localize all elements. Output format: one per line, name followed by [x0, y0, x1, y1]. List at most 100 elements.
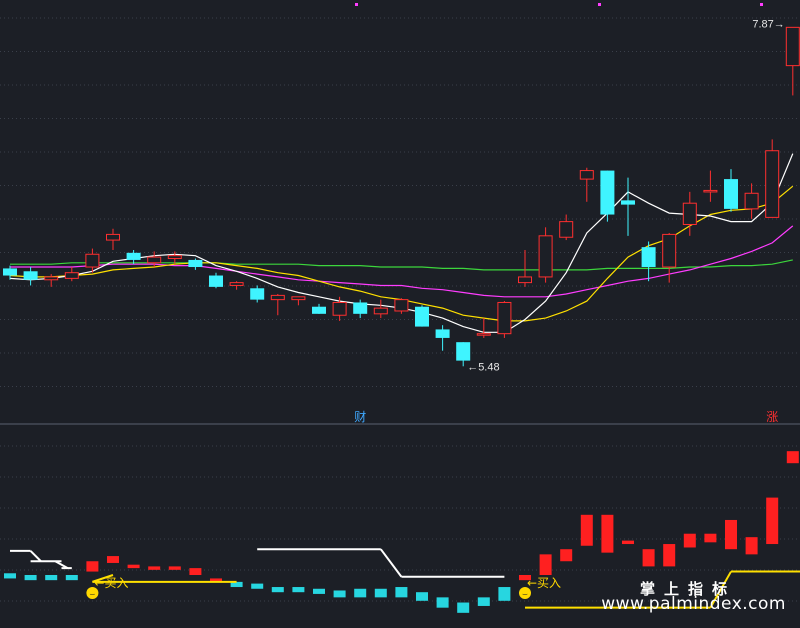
indicator-bar: [251, 583, 264, 589]
candle-down: [724, 179, 738, 209]
candle-up: [579, 170, 594, 180]
candle-down: [435, 329, 450, 338]
candle-down: [312, 306, 326, 314]
buy-signal-eyes: ⌣: [522, 590, 528, 600]
indicator-bar: [725, 519, 737, 550]
ma20-line: [10, 225, 794, 298]
buy-signal-label: ←买入: [527, 576, 561, 590]
candle-up: [64, 272, 79, 279]
indicator-bar: [107, 556, 119, 563]
indicator-bar: [4, 573, 16, 579]
candle-up: [559, 221, 574, 238]
candle-down: [188, 259, 203, 268]
price-low-label: ←5.48: [467, 361, 499, 373]
candle-up: [44, 276, 59, 281]
candle-down: [415, 306, 429, 327]
candle-up: [147, 256, 162, 264]
candle-up: [106, 233, 120, 241]
candle-up: [785, 26, 800, 67]
candle-up: [497, 301, 512, 335]
indicator-bar: [642, 549, 655, 567]
top-marker: [760, 3, 763, 6]
indicator-bar: [786, 451, 799, 464]
price-marker-label: 涨: [766, 409, 778, 424]
indicator-bar: [354, 588, 367, 598]
indicator-bar: [65, 575, 78, 581]
candle-up: [538, 235, 553, 278]
indicator-bar: [416, 592, 428, 601]
indicator-bar: [683, 533, 696, 548]
watermark-url: www.palmindex.com: [601, 594, 786, 614]
candle-up: [373, 307, 388, 315]
indicator-bar: [436, 597, 449, 608]
candle-up: [682, 202, 697, 225]
indicator-bar: [127, 564, 140, 569]
buy-signal-label: ←买入: [94, 576, 128, 590]
candle-up: [394, 299, 409, 312]
indicator-bar: [24, 575, 37, 581]
candle-up: [332, 301, 347, 316]
yellow-signal-line: [709, 571, 732, 609]
candle-up: [270, 294, 285, 301]
indicator-bar: [663, 544, 676, 567]
indicator-bar: [580, 514, 593, 546]
candle-up: [476, 333, 491, 336]
indicator-bar: [313, 588, 325, 594]
indicator-bar: [230, 581, 243, 588]
candle-up: [167, 255, 182, 260]
indicator-bar: [148, 566, 161, 570]
indicator-bar: [539, 554, 552, 575]
candle-down: [250, 288, 265, 300]
ma60-line: [10, 259, 793, 271]
candle-up: [765, 150, 780, 218]
price-marker-label: 财: [354, 410, 366, 424]
indicator-bar: [704, 533, 717, 543]
indicator-bar: [477, 597, 490, 606]
white-signal-line: [29, 550, 42, 562]
candle-up: [229, 282, 244, 286]
buy-signal-face: [86, 587, 99, 599]
indicator-bar: [766, 497, 779, 545]
top-marker: [355, 3, 358, 6]
candle-down: [600, 170, 615, 215]
indicator-bar: [519, 575, 531, 581]
indicator-bar: [622, 540, 634, 545]
indicator-bar: [45, 575, 58, 581]
candle-up: [291, 296, 306, 301]
indicator-bar: [333, 590, 346, 598]
top-marker: [598, 3, 601, 6]
indicator-bar: [498, 587, 511, 601]
indicator-bar: [601, 514, 614, 553]
candle-down: [3, 268, 17, 276]
price-high-label: 7.87→: [752, 18, 784, 30]
indicator-bar: [457, 602, 470, 613]
candle-down: [621, 200, 635, 205]
candle-up: [518, 276, 532, 284]
candle-up: [703, 189, 718, 193]
buy-signal-eyes: ⌣: [89, 590, 95, 600]
indicator-bars: [4, 451, 799, 613]
white-signal-line: [54, 560, 69, 569]
watermark-chinese: 掌上指标: [639, 580, 736, 598]
candle-down: [456, 342, 471, 361]
indicator-bar: [292, 587, 305, 593]
candle-down: [126, 252, 141, 260]
buy-signal-face: [519, 587, 531, 599]
white-signal-line: [379, 548, 403, 578]
indicator-bar: [560, 549, 573, 562]
indicator-bar: [374, 588, 387, 598]
candles: [3, 26, 800, 367]
candle-down: [209, 275, 223, 287]
candle-down: [23, 271, 38, 280]
indicator-bar: [210, 578, 222, 582]
indicator-bar: [745, 537, 758, 555]
candle-up: [85, 253, 100, 268]
indicator-bar: [271, 587, 284, 593]
candle-down: [353, 302, 368, 314]
indicator-bar: [86, 561, 99, 572]
indicator-bar: [168, 566, 181, 570]
indicator-bar: [395, 587, 408, 598]
grid-lines: [0, 17, 800, 602]
